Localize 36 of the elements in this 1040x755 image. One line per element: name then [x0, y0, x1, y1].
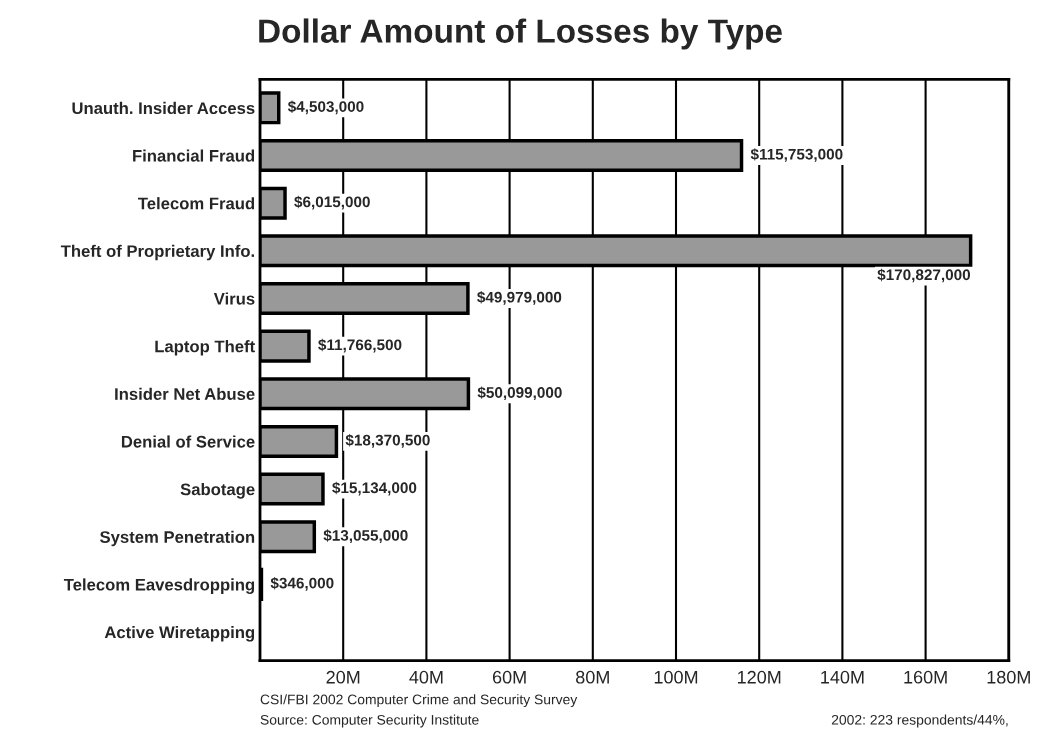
data-label: $4,503,000 — [287, 100, 364, 115]
x-tick-label: 60M — [492, 670, 526, 684]
data-label: $170,827,000 — [877, 268, 971, 283]
x-tick-label: 120M — [738, 670, 781, 684]
y-tick-label: Sabotage — [180, 483, 255, 499]
y-tick-label: Unauth. Insider Access — [72, 101, 255, 115]
y-tick-label: Financial Fraud — [133, 149, 255, 162]
x-tick-label: 180M — [987, 670, 1030, 684]
y-tick-label: Active Wiretapping — [104, 625, 255, 642]
y-tick-label: Denial of Service — [121, 435, 255, 448]
x-tick-label: 160M — [904, 670, 947, 684]
data-label: $6,015,000 — [294, 195, 370, 210]
x-tick-label: 40M — [409, 670, 443, 684]
data-label: $15,134,000 — [332, 481, 417, 496]
y-tick-label: Telecom Fraud — [138, 197, 255, 210]
y-tick-label: System Penetration — [100, 530, 255, 547]
y-tick-label: Telecom Eavesdropping — [63, 578, 255, 594]
data-label: $18,370,500 — [345, 434, 430, 448]
data-label: $50,099,000 — [477, 386, 562, 401]
source-note: Source: Computer Security Institute — [260, 714, 479, 728]
text: CSI/FBI 2002 Computer Crime and Security Survey — [260, 694, 578, 708]
y-tick-label: Laptop Theft — [155, 340, 255, 356]
data-label: $49,979,000 — [477, 291, 562, 305]
y-tick-label: Virus — [213, 292, 255, 305]
data-label: $346,000 — [270, 576, 334, 591]
chart-title: Dollar Amount of Losses by Type — [259, 18, 782, 50]
x-tick-label: 100M — [654, 670, 698, 684]
x-tick-label: 20M — [326, 670, 360, 684]
data-label: $13,055,000 — [323, 529, 408, 544]
y-tick-label: Insider Net Abuse — [115, 387, 255, 400]
x-tick-label: 80M — [576, 670, 609, 684]
x-tick-label: 140M — [821, 670, 864, 684]
data-label: $115,753,000 — [750, 148, 843, 162]
y-tick-label: Theft of Proprietary Info. — [60, 244, 255, 261]
text: 2002: 223 respondents/44%, — [831, 714, 1008, 728]
data-label: $11,766,500 — [318, 338, 402, 353]
